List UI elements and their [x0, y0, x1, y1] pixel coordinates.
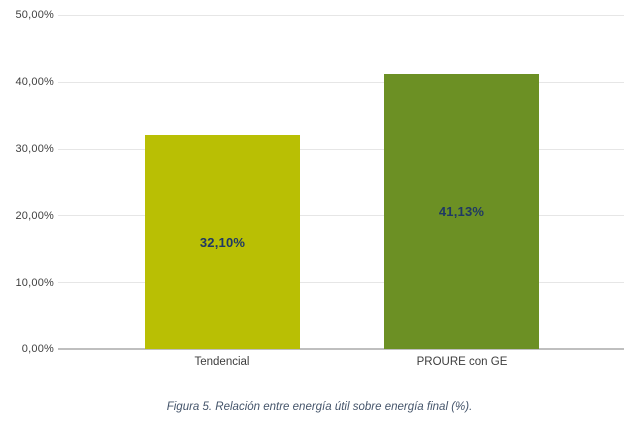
bar-tendencial: 32,10%: [145, 135, 300, 349]
y-tick-label: 20,00%: [15, 210, 54, 222]
gridline: [58, 282, 624, 284]
x-axis-category-label: Tendencial: [194, 356, 250, 368]
gridline: [58, 215, 624, 217]
x-axis-line: [58, 348, 624, 350]
bar-proure-con-ge: 41,13%: [384, 74, 539, 349]
plot-area: 32,10% 41,13%: [58, 15, 624, 350]
y-tick-label: 40,00%: [15, 76, 54, 88]
gridline: [58, 81, 624, 83]
gridline: [58, 15, 624, 16]
bar-value-label: 32,10%: [199, 234, 246, 250]
figure-caption: Figura 5. Relación entre energía útil so…: [166, 401, 473, 413]
y-tick-label: 50,00%: [15, 9, 54, 21]
x-axis-category-label: PROURE con GE: [416, 356, 508, 368]
y-tick-label: 10,00%: [15, 277, 54, 289]
y-tick-label: 30,00%: [15, 143, 54, 155]
gridline: [58, 148, 624, 150]
bar-value-label: 41,13%: [438, 204, 485, 219]
y-tick-label: 0,00%: [21, 343, 54, 355]
